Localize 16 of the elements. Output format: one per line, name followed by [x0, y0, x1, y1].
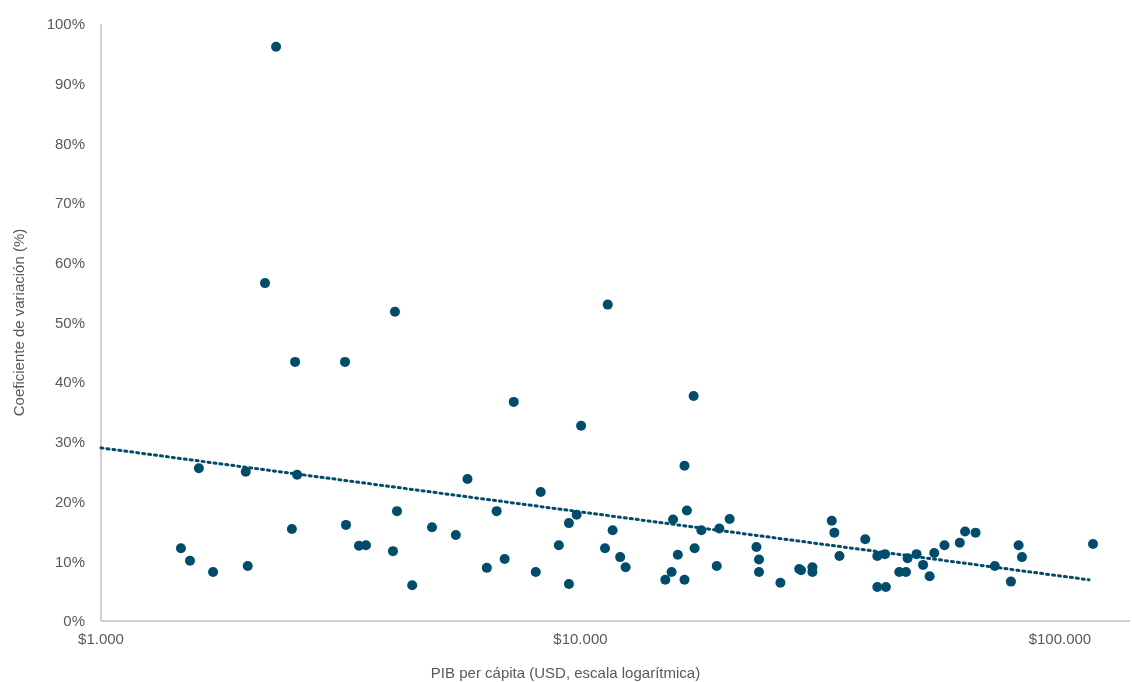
y-tick-label: 40%: [54, 373, 85, 391]
y-tick-label: 0%: [63, 612, 85, 630]
y-tick-label: 30%: [54, 433, 85, 451]
y-tick-label: 80%: [54, 134, 85, 152]
x-tick-label: $100.000: [1028, 630, 1092, 647]
y-axis-title: Coeficiente de variación (%): [10, 228, 27, 417]
y-tick-label: 100%: [46, 15, 85, 33]
y-tick-label: 70%: [54, 194, 85, 212]
y-tick-label: 20%: [54, 492, 85, 510]
x-tick-label: $1.000: [78, 630, 124, 647]
y-tick-label: 10%: [54, 552, 85, 570]
x-tick-label: $10.000: [553, 630, 608, 647]
y-tick-label: 60%: [54, 254, 85, 272]
y-tick-label: 90%: [54, 74, 85, 92]
y-tick-label: 50%: [54, 313, 85, 331]
x-axis-title: PIB per cápita (USD, escala logarítmica): [430, 664, 701, 681]
